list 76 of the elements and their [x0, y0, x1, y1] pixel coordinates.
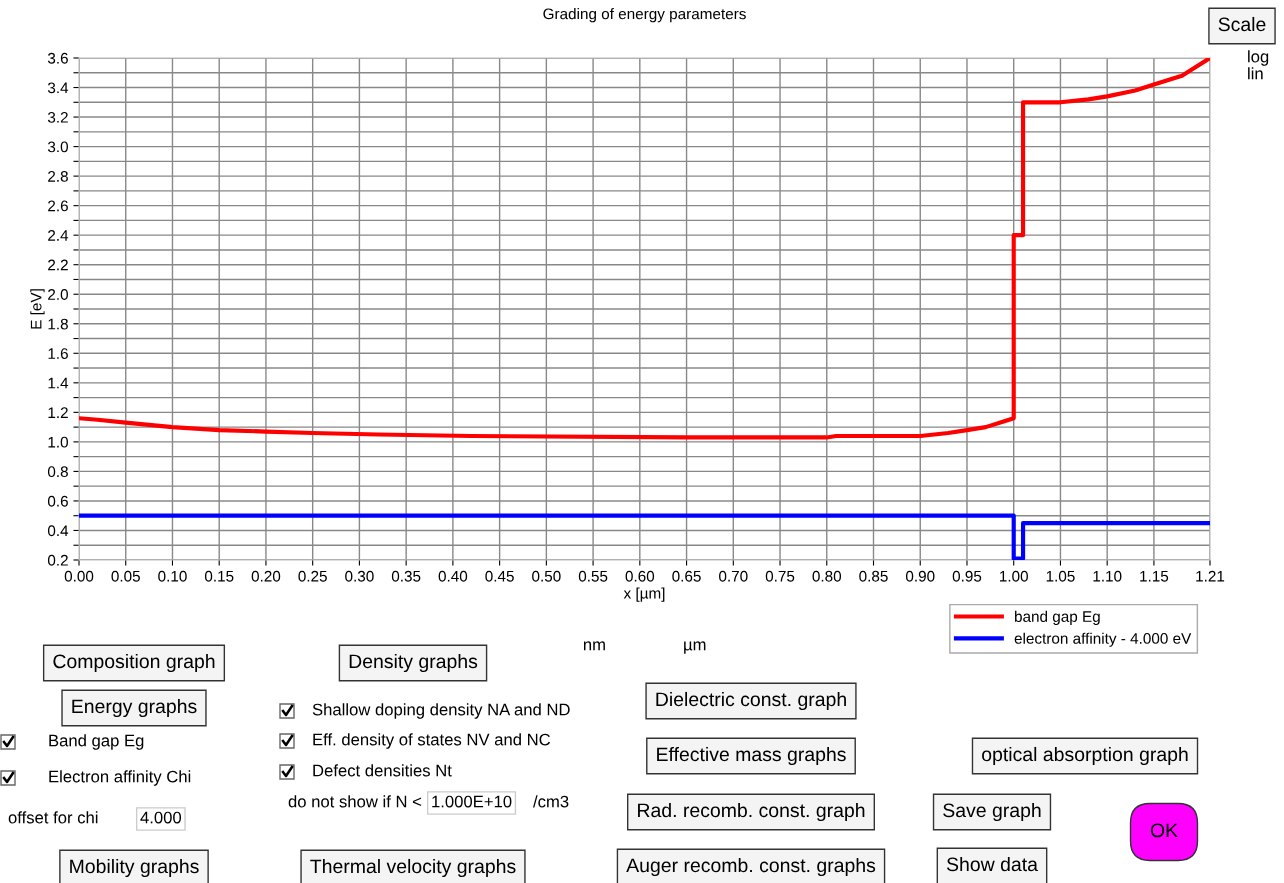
x-tick-label: 0.15	[204, 570, 234, 582]
x-tick-label: 0.85	[859, 570, 888, 582]
text: optical absorption graph	[982, 746, 1188, 766]
x-tick-label: 0.65	[672, 570, 701, 582]
x-tick-label: 0.40	[438, 570, 468, 582]
x-tick-label: 1.15	[1140, 570, 1169, 582]
x-tick-label: 0.30	[345, 570, 374, 582]
text: Energy graphs	[72, 698, 197, 718]
x-tick-label: 0.80	[812, 570, 842, 582]
y-tick-label: 1.2	[48, 407, 68, 418]
x-tick-label: 0.60	[625, 570, 655, 582]
x-tick-label: 1.10	[1093, 570, 1122, 582]
text: Thermal velocity graphs	[310, 858, 516, 878]
text: /cm3	[533, 795, 569, 808]
text: 1.000E+10	[432, 795, 512, 808]
x-tick-label: 0.35	[391, 570, 421, 582]
x-tick-label: 1.00	[1000, 570, 1028, 582]
y-tick-label: 1.6	[48, 348, 68, 359]
text: Auger recomb. const. graphs	[626, 857, 876, 877]
x-tick-label: 0.95	[952, 570, 982, 582]
y-tick-label: 1.4	[48, 377, 69, 389]
x-tick-label: 0.50	[532, 570, 561, 582]
text: Electron affinity Chi	[49, 770, 191, 786]
text: Shallow doping density NA and ND	[312, 703, 570, 719]
y-axis-title: E [eV]	[30, 289, 45, 329]
y-tick-label: 0.8	[47, 466, 68, 478]
x-tick-label: 0.90	[905, 570, 935, 582]
y-tick-label: 3.4	[47, 82, 69, 94]
text: 4.000	[140, 811, 182, 824]
x-tick-label: 0.00	[64, 570, 94, 582]
text: Composition graph	[53, 653, 215, 673]
text: offset for chi	[8, 811, 98, 824]
y-tick-label: 0.2	[47, 554, 68, 566]
text: µm	[684, 641, 706, 654]
y-tick-label: 0.6	[47, 495, 68, 507]
y-tick-label: 1.8	[48, 318, 68, 330]
y-tick-label: 3.2	[47, 111, 68, 123]
text: Effective mass graphs	[657, 746, 846, 766]
y-tick-label: 3.6	[47, 52, 68, 64]
x-tick-label: 0.55	[578, 570, 608, 582]
x-tick-label: 0.20	[251, 570, 281, 582]
text: Eff. density of states NV and NC	[313, 733, 551, 749]
text: Rad. recomb. const. graph	[638, 802, 865, 822]
x-tick-label: 0.70	[719, 570, 748, 582]
text: Save graph	[943, 802, 1041, 822]
x-axis-title: x [µm]	[623, 587, 665, 602]
y-tick-label: 3.0	[47, 141, 68, 153]
y-tick-label: 2.6	[48, 200, 68, 212]
chart-title: Grading of energy parameters	[543, 8, 746, 23]
y-tick-label: 2.2	[48, 259, 68, 271]
y-tick-label: 1.0	[48, 436, 68, 448]
text: lin	[1248, 67, 1263, 80]
text: Dielectric const. graph	[656, 691, 846, 711]
text: Band gap Eg	[49, 734, 144, 750]
text: Defect densities Nt	[313, 764, 452, 777]
x-tick-label: 0.10	[158, 570, 187, 582]
x-tick-label: 0.45	[485, 570, 514, 582]
text: Density graphs	[349, 653, 478, 673]
text: OK	[1150, 823, 1178, 838]
text: Show data	[946, 856, 1038, 872]
y-tick-label: 2.8	[48, 170, 68, 182]
x-tick-label: 0.25	[298, 570, 327, 582]
x-tick-label: 0.05	[111, 570, 140, 582]
x-tick-label: 1.05	[1046, 570, 1075, 582]
x-tick-label: 1.21	[1196, 570, 1225, 582]
text: do not show if N <	[288, 795, 422, 808]
legend-label: electron affinity - 4.000 eV	[1014, 632, 1192, 647]
text: log	[1248, 50, 1269, 66]
legend-label: band gap Eg	[1015, 610, 1100, 625]
y-tick-label: 2.0	[48, 289, 68, 300]
text: nm	[583, 641, 605, 651]
x-tick-label: 0.75	[765, 570, 795, 582]
y-tick-label: 0.4	[47, 525, 69, 537]
text: Mobility graphs	[70, 858, 199, 878]
y-tick-label: 2.4	[48, 230, 69, 241]
text: Scale	[1218, 16, 1266, 32]
